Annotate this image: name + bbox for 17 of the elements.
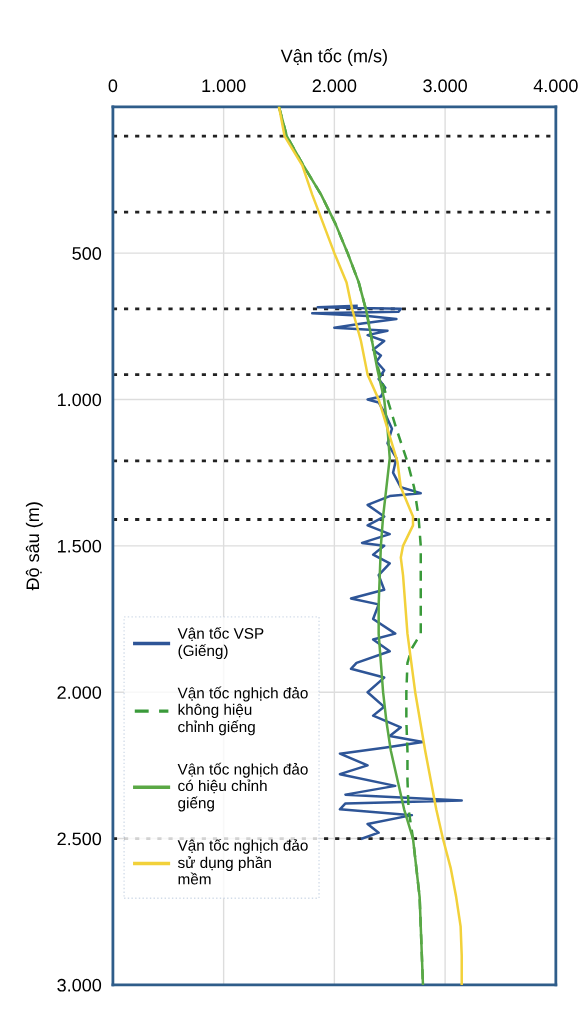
y-tick-label: 2.000 (57, 686, 102, 699)
y-axis-title: Độ sâu (m) (25, 502, 43, 591)
legend-label: Vận tốc nghịch đảo có hiệu chỉnh giếng (177, 762, 308, 812)
x-tick-label: 1.000 (202, 79, 246, 93)
legend-label: Vận tốc nghịch đảo sử dụng phần mềm (177, 838, 308, 885)
legend-label: Vận tốc VSP (Giếng) (177, 626, 264, 660)
y-tick-label: 1.500 (57, 539, 102, 553)
x-tick-label: 2.000 (312, 79, 357, 93)
y-tick-label: 1.000 (57, 393, 102, 407)
x-tick-label: 0 (108, 79, 118, 93)
x-axis-title: Vận tốc (m/s) (280, 48, 387, 66)
y-tick-label: 500 (72, 247, 102, 260)
x-tick-label: 4.000 (533, 79, 578, 93)
y-tick-label: 3.000 (57, 978, 102, 992)
legend-label: Vận tốc nghịch đảo không hiệu chỉnh giếng (177, 686, 308, 736)
y-tick-label: 2.500 (57, 832, 102, 846)
x-tick-label: 3.000 (423, 79, 467, 93)
